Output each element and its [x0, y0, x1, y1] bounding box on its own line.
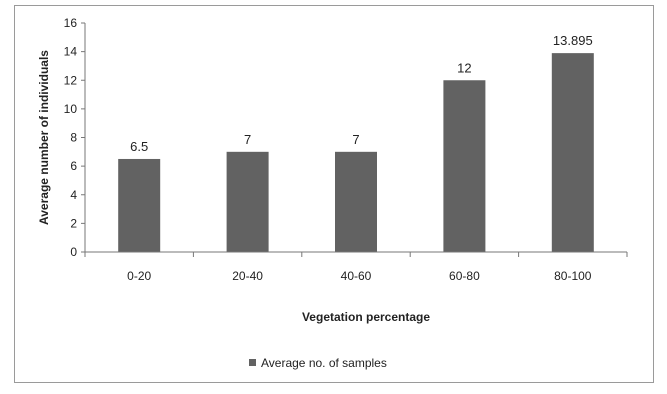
bar-data-label: 6.5 [130, 139, 148, 154]
y-tick-label: 12 [64, 73, 78, 87]
x-tick-label: 80-100 [554, 269, 592, 283]
bar [551, 53, 594, 253]
y-tick-label: 2 [70, 216, 77, 230]
y-tick-label: 6 [70, 159, 77, 173]
x-tick-label: 40-60 [341, 269, 372, 283]
legend: Average no. of samples [249, 356, 387, 370]
y-tick-label: 4 [70, 188, 77, 202]
x-tick-label: 20-40 [232, 269, 263, 283]
legend-label: Average no. of samples [261, 356, 387, 370]
y-axis-label: Average number of individuals [37, 50, 51, 225]
y-tick-label: 14 [64, 45, 78, 59]
bar [226, 151, 269, 252]
bar-data-label: 12 [457, 60, 471, 75]
bar [443, 80, 486, 252]
chart-frame: 0 2 4 6 8 10 12 14 16 0-20 20-40 40-60 60-80 80-100 … [14, 5, 654, 383]
bar-data-label: 7 [352, 132, 359, 147]
x-tick-label: 0-20 [127, 269, 151, 283]
bar [118, 158, 161, 252]
bars [118, 53, 594, 253]
y-tick-label: 10 [64, 102, 78, 116]
y-axis-ticks: 0 2 4 6 8 10 12 14 16 [64, 16, 85, 259]
x-axis-ticks: 0-20 20-40 40-60 60-80 80-100 [84, 252, 628, 283]
y-tick-label: 0 [70, 245, 77, 259]
x-tick-label: 60-80 [449, 269, 480, 283]
bar-data-label: 7 [244, 132, 251, 147]
y-tick-label: 16 [64, 16, 78, 30]
bar-data-label: 13.895 [553, 33, 593, 48]
bar-data-labels: 6.5 7 7 12 13.895 [130, 33, 593, 154]
legend-swatch [249, 359, 256, 366]
y-tick-label: 8 [70, 131, 77, 145]
bar [335, 151, 377, 252]
x-axis-label: Vegetation percentage [302, 310, 430, 324]
